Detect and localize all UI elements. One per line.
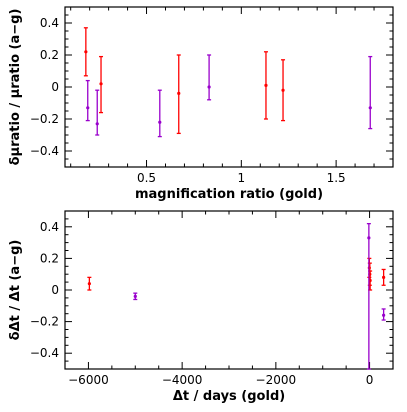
x-tick-label: 0 [366,373,374,387]
top-x-tick-labels: 0.5 1 1.5 [137,171,346,185]
data-point [381,308,386,321]
point-marker [86,106,90,110]
y-tick-label: −0.4 [30,144,59,158]
point-marker [382,313,386,317]
y-tick-label: 0.4 [40,220,59,234]
point-marker [158,120,162,124]
bottom-y-tick-labels: −0.4 −0.2 0 0.2 0.4 [30,220,59,360]
top-tick-marks [65,6,394,168]
top-y-axis-title: δμratio / μratio (a−g) [8,9,23,166]
data-point [176,54,181,135]
data-point [368,55,373,130]
top-data-marks [83,27,373,138]
y-tick-label: −0.2 [30,112,59,126]
data-point [263,51,268,120]
point-marker [99,82,103,86]
point-marker [95,122,99,126]
y-tick-label: −0.4 [30,346,59,360]
x-tick-label: −6000 [68,373,109,387]
bottom-x-tick-labels: −6000 −4000 −2000 0 [68,373,373,387]
bottom-tick-marks [64,210,394,370]
y-tick-label: 0 [51,283,59,297]
top-x-axis-title: magnification ratio (gold) [135,187,323,202]
x-tick-label: −4000 [162,373,203,387]
data-point [85,79,90,122]
x-tick-label: 1 [238,171,246,185]
point-marker [84,50,88,54]
top-plot-frame [64,6,394,168]
data-point [381,268,386,286]
data-point [157,89,162,138]
data-point [366,222,371,370]
y-tick-label: 0.2 [40,48,59,62]
point-marker [367,236,371,240]
data-point [87,276,92,291]
data-point [95,89,100,136]
data-point [133,292,138,301]
top-y-tick-labels: −0.4 −0.2 0 0.2 0.4 [30,16,59,158]
point-marker [264,83,268,87]
x-tick-label: 1.5 [327,171,346,185]
data-point [99,55,104,114]
y-tick-label: 0.2 [40,251,59,265]
point-marker [87,282,91,286]
top-panel: 0.5 1 1.5 −0.4 −0.2 0 0.2 0.4 magnificat… [8,6,394,202]
data-point [207,54,212,101]
y-tick-label: 0 [51,80,59,94]
point-marker [207,85,211,89]
x-tick-label: 0.5 [137,171,156,185]
data-point [83,27,88,77]
bottom-plot-frame [64,210,394,370]
point-marker [368,106,372,110]
y-tick-label: −0.2 [30,315,59,329]
point-marker [281,88,285,92]
bottom-panel: −6000 −4000 −2000 0 −0.4 −0.2 0 0.2 0.4 … [8,210,394,404]
bottom-y-axis-title: δΔt / Δt (a−g) [8,240,23,341]
point-marker [382,275,386,279]
y-tick-label: 0.4 [40,16,59,30]
bottom-x-axis-title: Δt / days (gold) [173,389,285,404]
bottom-data-marks [87,222,386,370]
point-marker [133,294,137,298]
point-marker [177,91,181,95]
data-point [281,59,286,122]
x-tick-label: −2000 [256,373,297,387]
